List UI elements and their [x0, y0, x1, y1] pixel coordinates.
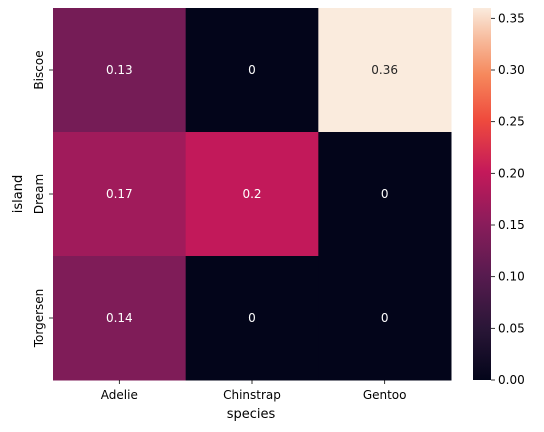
colorbar-tick-label: 0.10: [498, 270, 525, 284]
cell-value-label: 0.13: [106, 63, 133, 77]
y-tick-label: Torgersen: [32, 289, 46, 349]
heatmap-cell-dream-chinstrap: [185, 132, 319, 257]
heatmap-cells: [53, 8, 452, 381]
heatmap-cell-dream-gentoo: [318, 132, 452, 257]
x-axis: Adelie Chinstrap Gentoo: [101, 380, 407, 402]
cell-value-label: 0.17: [106, 187, 133, 201]
y-tick-label: Biscoe: [32, 50, 46, 89]
heatmap-cell-biscoe-gentoo: [318, 8, 452, 133]
cell-value-label: 0: [248, 63, 256, 77]
colorbar: 0.00 0.05 0.10 0.15 0.20 0.25 0.30 0.35: [473, 8, 525, 387]
colorbar-tick-label: 0.35: [498, 11, 525, 25]
cell-value-label: 0.36: [371, 63, 398, 77]
heatmap-cell-torgersen-adelie: [53, 256, 187, 381]
colorbar-tick-label: 0.15: [498, 218, 525, 232]
x-tick-label: Adelie: [101, 388, 138, 402]
y-tick-label: Dream: [32, 174, 46, 214]
x-axis-label: species: [227, 407, 276, 422]
colorbar-tick-label: 0.05: [498, 321, 525, 335]
cell-value-label: 0: [381, 311, 389, 325]
cell-value-label: 0.14: [106, 311, 133, 325]
x-tick-label: Chinstrap: [223, 388, 281, 402]
heatmap-cell-dream-adelie: [53, 132, 187, 257]
colorbar-ticks: 0.00 0.05 0.10 0.15 0.20 0.25 0.30 0.35: [491, 11, 525, 387]
heatmap-cell-biscoe-chinstrap: [185, 8, 319, 133]
colorbar-tick-label: 0.20: [498, 166, 525, 180]
colorbar-tick-label: 0.25: [498, 115, 525, 129]
colorbar-tick-label: 0.00: [498, 373, 525, 387]
cell-value-label: 0: [381, 187, 389, 201]
colorbar-tick-label: 0.30: [498, 63, 525, 77]
cell-value-label: 0.2: [242, 187, 261, 201]
cell-labels: 0.13 0 0.36 0.17 0.2 0 0.14 0 0: [106, 63, 398, 325]
heatmap-cell-torgersen-gentoo: [318, 256, 452, 381]
x-tick-label: Gentoo: [363, 388, 407, 402]
heatmap-cell-torgersen-chinstrap: [185, 256, 319, 381]
colorbar-gradient: [473, 8, 491, 380]
heatmap-cell-biscoe-adelie: [53, 8, 187, 133]
y-axis: Biscoe Dream Torgersen: [32, 50, 53, 348]
cell-value-label: 0: [248, 311, 256, 325]
y-axis-label: island: [11, 175, 26, 213]
